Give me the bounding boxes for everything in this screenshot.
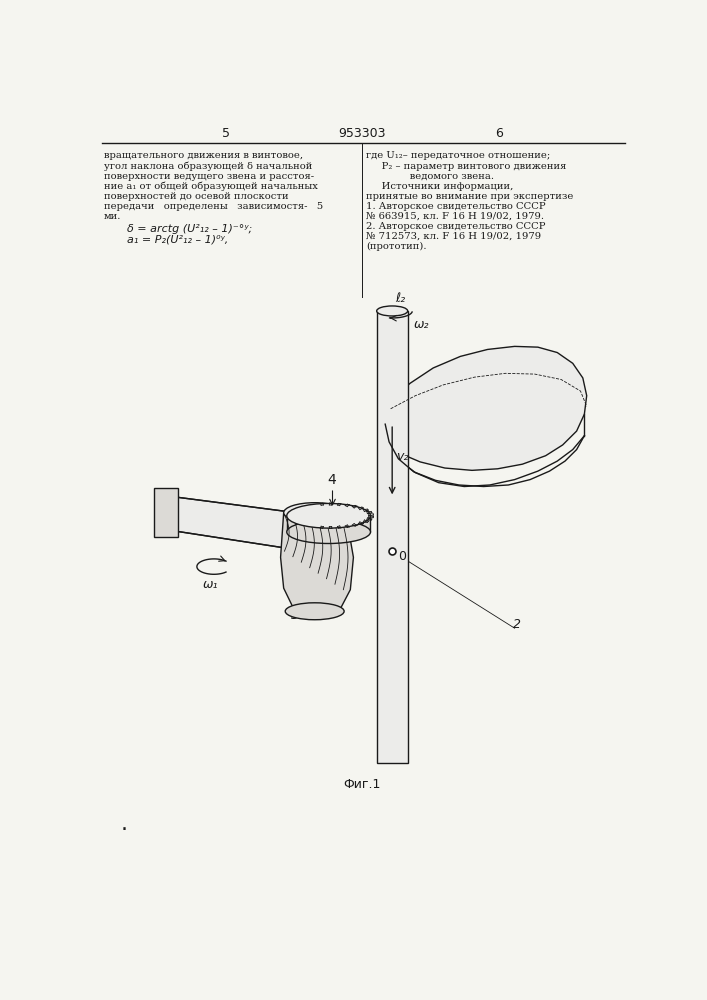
Text: № 663915, кл. F 16 H 19/02, 1979.: № 663915, кл. F 16 H 19/02, 1979. (366, 212, 544, 221)
Text: вращательного движения в винтовое,: вращательного движения в винтовое, (104, 151, 303, 160)
Polygon shape (281, 513, 354, 614)
Polygon shape (154, 488, 177, 537)
Polygon shape (166, 496, 296, 550)
Text: δ = arctg (U²₁₂ – 1)⁻°ʸ;: δ = arctg (U²₁₂ – 1)⁻°ʸ; (127, 224, 252, 234)
Ellipse shape (287, 520, 370, 544)
Text: P₂ – параметр винтового движения: P₂ – параметр винтового движения (366, 162, 566, 171)
Text: 0: 0 (398, 550, 407, 563)
Text: ℓ₂: ℓ₂ (395, 292, 405, 305)
Text: 6: 6 (495, 127, 503, 140)
Text: 4: 4 (327, 473, 336, 487)
Text: ведомого звена.: ведомого звена. (366, 172, 493, 181)
Text: 953303: 953303 (338, 127, 386, 140)
Ellipse shape (377, 306, 408, 316)
Text: ·: · (121, 820, 128, 840)
Text: поверхностей до осевой плоскости: поверхностей до осевой плоскости (104, 192, 288, 201)
Text: передачи   определены   зависимостя-   5: передачи определены зависимостя- 5 (104, 202, 323, 211)
Polygon shape (385, 346, 587, 470)
Text: ми.: ми. (104, 212, 121, 221)
Text: 1. Авторское свидетельство СССР: 1. Авторское свидетельство СССР (366, 202, 545, 211)
Text: 1: 1 (168, 496, 177, 510)
Text: поверхности ведущего звена и расстоя-: поверхности ведущего звена и расстоя- (104, 172, 314, 181)
Text: a₁ = P₂(U²₁₂ – 1)⁰ʸ,: a₁ = P₂(U²₁₂ – 1)⁰ʸ, (127, 234, 228, 244)
Text: 2: 2 (513, 618, 521, 631)
Text: ω₂: ω₂ (414, 318, 429, 331)
Text: № 712573, кл. F 16 H 19/02, 1979: № 712573, кл. F 16 H 19/02, 1979 (366, 232, 541, 241)
Ellipse shape (285, 603, 344, 620)
Text: ω₁: ω₁ (203, 578, 218, 591)
Text: угол наклона образующей δ начальной: угол наклона образующей δ начальной (104, 161, 312, 171)
Text: ние a₁ от общей образующей начальных: ние a₁ от общей образующей начальных (104, 181, 317, 191)
Text: (прототип).: (прототип). (366, 241, 426, 251)
Polygon shape (377, 311, 408, 763)
Ellipse shape (160, 496, 171, 530)
Text: 5: 5 (221, 127, 230, 140)
Text: где U₁₂– передаточное отношение;: где U₁₂– передаточное отношение; (366, 151, 550, 160)
Text: 2. Авторское свидетельство СССР: 2. Авторское свидетельство СССР (366, 222, 545, 231)
Ellipse shape (284, 503, 346, 523)
Text: Фиг.1: Фиг.1 (344, 778, 380, 791)
Ellipse shape (287, 503, 370, 528)
Text: v₂: v₂ (396, 450, 409, 463)
Polygon shape (287, 516, 370, 532)
Text: 3: 3 (291, 608, 300, 622)
Text: принятые во внимание при экспертизе: принятые во внимание при экспертизе (366, 192, 573, 201)
Text: Источники информации,: Источники информации, (366, 182, 513, 191)
